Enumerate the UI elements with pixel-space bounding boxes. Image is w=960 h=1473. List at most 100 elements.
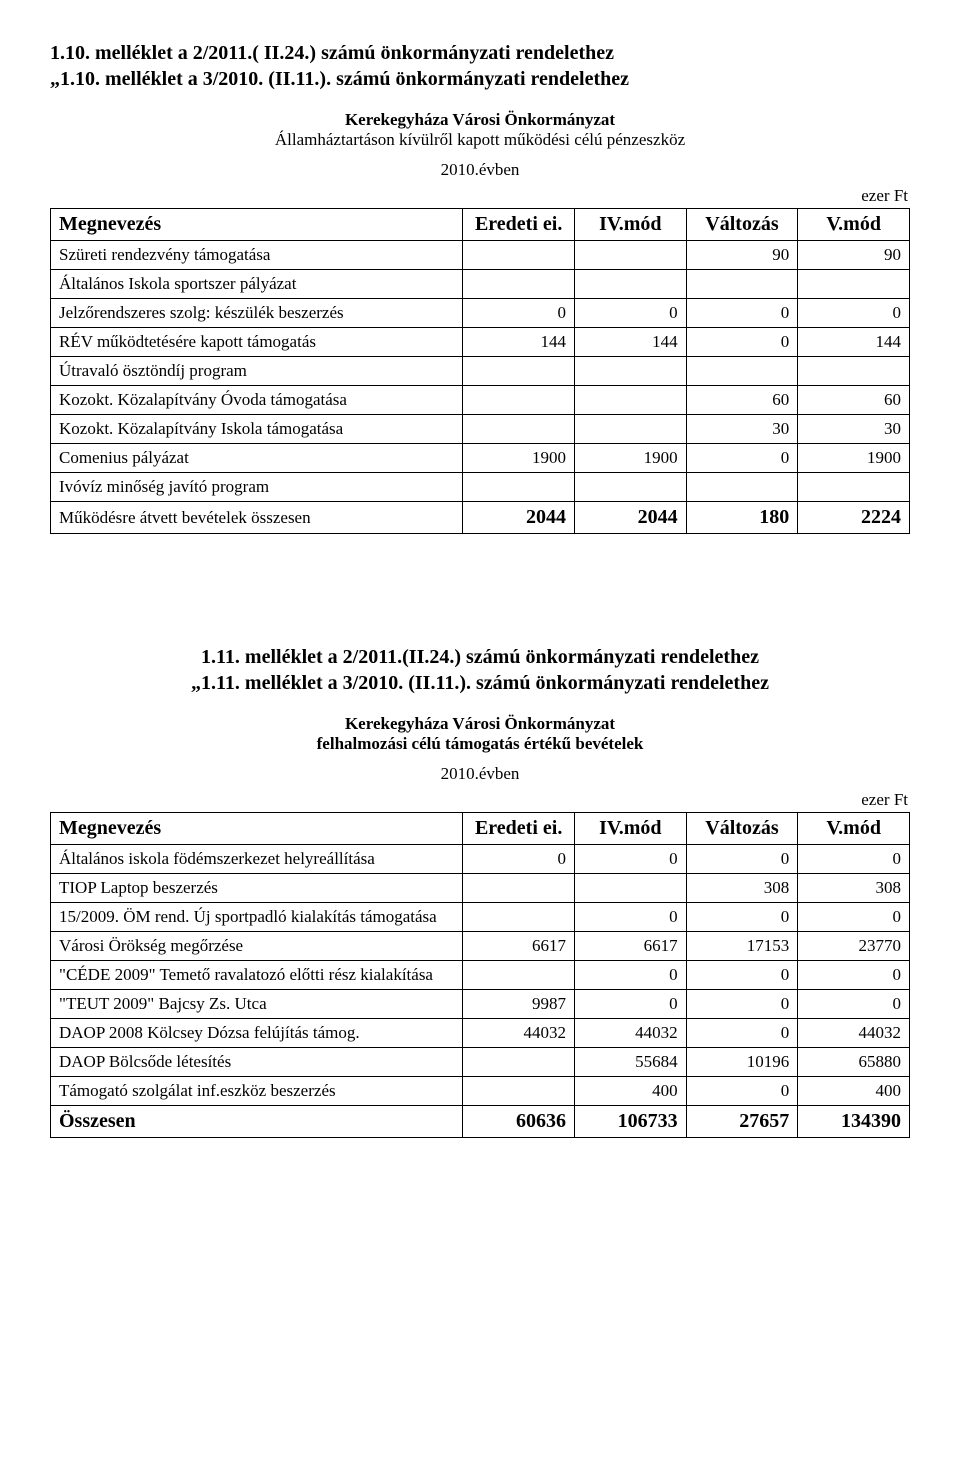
- row-label: Általános Iskola sportszer pályázat: [51, 270, 463, 299]
- row-value: 17153: [686, 932, 798, 961]
- row-value: [574, 270, 686, 299]
- row-value: 1900: [574, 444, 686, 473]
- row-value: 30: [798, 415, 910, 444]
- row-value: 0: [574, 903, 686, 932]
- row-value: [463, 270, 575, 299]
- table-row: "TEUT 2009" Bajcsy Zs. Utca9987000: [51, 990, 910, 1019]
- col-megnevezes: Megnevezés: [51, 209, 463, 241]
- row-value: 0: [463, 845, 575, 874]
- totals-label: Működésre átvett bevételek összesen: [51, 502, 463, 534]
- row-value: 400: [574, 1077, 686, 1106]
- section2-table: Megnevezés Eredeti ei. IV.mód Változás V…: [50, 812, 910, 1138]
- row-value: 0: [798, 845, 910, 874]
- section1-unit: ezer Ft: [50, 186, 910, 206]
- row-value: 0: [686, 299, 798, 328]
- table-row: Szüreti rendezvény támogatása9090: [51, 241, 910, 270]
- section1-subtitle-block: Kerekegyháza Városi Önkormányzat Államhá…: [50, 110, 910, 150]
- row-value: 0: [686, 1077, 798, 1106]
- row-label: Támogató szolgálat inf.eszköz beszerzés: [51, 1077, 463, 1106]
- row-value: [463, 961, 575, 990]
- row-value: 23770: [798, 932, 910, 961]
- col-valtozas: Változás: [686, 813, 798, 845]
- table-row: DAOP Bölcsőde létesítés556841019665880: [51, 1048, 910, 1077]
- totals-label: Összesen: [51, 1106, 463, 1138]
- row-value: 55684: [574, 1048, 686, 1077]
- row-value: 400: [798, 1077, 910, 1106]
- section1-year: 2010.évben: [50, 160, 910, 180]
- row-label: Kozokt. Közalapítvány Iskola támogatása: [51, 415, 463, 444]
- row-value: 0: [463, 299, 575, 328]
- table-row: Kozokt. Közalapítvány Iskola támogatása 3…: [51, 415, 910, 444]
- row-value: 44032: [463, 1019, 575, 1048]
- section2-year: 2010.évben: [50, 764, 910, 784]
- col-vmod: V.mód: [798, 813, 910, 845]
- row-value: 0: [686, 903, 798, 932]
- section2-unit: ezer Ft: [50, 790, 910, 810]
- row-value: [574, 241, 686, 270]
- table-row: "CÉDE 2009" Temető ravalatozó előtti rés…: [51, 961, 910, 990]
- row-value: 0: [686, 845, 798, 874]
- totals-value: 2044: [574, 502, 686, 534]
- row-value: [463, 903, 575, 932]
- table-row: Kozokt. Közalapítvány Óvoda támogatása60…: [51, 386, 910, 415]
- row-value: 1900: [798, 444, 910, 473]
- col-eredeti: Eredeti ei.: [463, 209, 575, 241]
- row-value: [686, 357, 798, 386]
- row-value: 0: [798, 961, 910, 990]
- table-row: Általános Iskola sportszer pályázat: [51, 270, 910, 299]
- row-label: Ivóvíz minőség javító program: [51, 473, 463, 502]
- totals-value: 106733: [574, 1106, 686, 1138]
- row-value: 0: [574, 299, 686, 328]
- totals-row: Működésre átvett bevételek összesen 2044 2…: [51, 502, 910, 534]
- row-label: "CÉDE 2009" Temető ravalatozó előtti rés…: [51, 961, 463, 990]
- col-eredeti: Eredeti ei.: [463, 813, 575, 845]
- row-value: [463, 357, 575, 386]
- table-row: Támogató szolgálat inf.eszköz beszerzés 4…: [51, 1077, 910, 1106]
- row-value: [463, 1077, 575, 1106]
- row-value: 0: [798, 990, 910, 1019]
- row-value: [574, 386, 686, 415]
- row-value: 0: [798, 299, 910, 328]
- table-row: 15/2009. ÖM rend. Új sportpadló kialakít…: [51, 903, 910, 932]
- row-label: DAOP 2008 Kölcsey Dózsa felújítás támog.: [51, 1019, 463, 1048]
- row-value: [798, 357, 910, 386]
- row-value: 44032: [798, 1019, 910, 1048]
- table-row: Városi Örökség megőrzése6617661717153237…: [51, 932, 910, 961]
- totals-row: Összesen6063610673327657134390: [51, 1106, 910, 1138]
- row-value: [463, 241, 575, 270]
- totals-value: 180: [686, 502, 798, 534]
- table-header-row: Megnevezés Eredeti ei. IV.mód Változás V…: [51, 813, 910, 845]
- row-label: Városi Örökség megőrzése: [51, 932, 463, 961]
- col-ivmod: IV.mód: [574, 209, 686, 241]
- row-value: 0: [686, 961, 798, 990]
- row-value: [463, 473, 575, 502]
- table-row: DAOP 2008 Kölcsey Dózsa felújítás támog.…: [51, 1019, 910, 1048]
- row-value: 308: [686, 874, 798, 903]
- section2-heading: 1.11. melléklet a 2/2011.(II.24.) számú …: [50, 644, 910, 696]
- table-row: Jelzőrendszeres szolg: készülék beszerzé…: [51, 299, 910, 328]
- row-value: 0: [686, 1019, 798, 1048]
- row-value: [574, 415, 686, 444]
- row-value: [686, 473, 798, 502]
- row-label: Kozokt. Közalapítvány Óvoda támogatása: [51, 386, 463, 415]
- row-label: Jelzőrendszeres szolg: készülék beszerzé…: [51, 299, 463, 328]
- row-value: 90: [686, 241, 798, 270]
- row-value: [798, 473, 910, 502]
- table-row: Comenius pályázat1900190001900: [51, 444, 910, 473]
- col-ivmod: IV.mód: [574, 813, 686, 845]
- totals-value: 2224: [798, 502, 910, 534]
- row-value: 0: [686, 328, 798, 357]
- table-row: Útravaló ösztöndíj program: [51, 357, 910, 386]
- row-value: [463, 415, 575, 444]
- totals-value: 27657: [686, 1106, 798, 1138]
- section2-subtitle-block: Kerekegyháza Városi Önkormányzat felhalm…: [50, 714, 910, 754]
- col-vmod: V.mód: [798, 209, 910, 241]
- row-value: 9987: [463, 990, 575, 1019]
- row-value: 30: [686, 415, 798, 444]
- row-value: 144: [798, 328, 910, 357]
- row-value: 0: [686, 990, 798, 1019]
- row-value: [463, 386, 575, 415]
- row-value: 308: [798, 874, 910, 903]
- row-value: [463, 1048, 575, 1077]
- row-value: 0: [574, 845, 686, 874]
